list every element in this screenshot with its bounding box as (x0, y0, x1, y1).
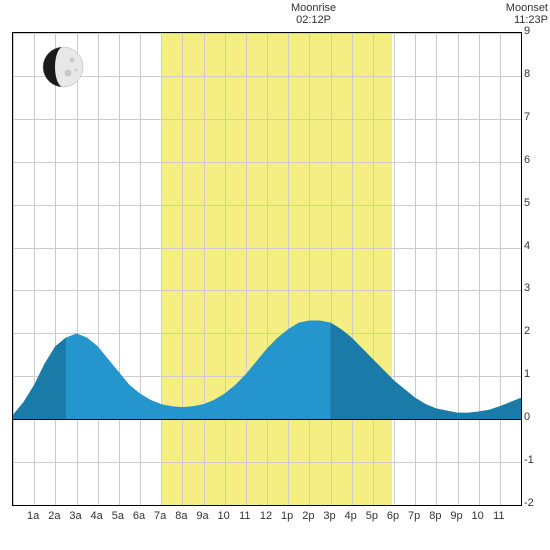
tide-chart: Moonrise 02:12P Moonset 11:23P -2-101234… (0, 0, 550, 550)
x-tick: 2a (48, 510, 60, 522)
y-tick: 6 (524, 154, 544, 166)
x-tick: 11 (239, 510, 250, 522)
x-tick: 1a (27, 510, 39, 522)
y-tick: -1 (524, 454, 544, 466)
x-tick: 4a (91, 510, 103, 522)
x-tick: 10 (472, 510, 484, 522)
moonset-label: Moonset 11:23P (506, 2, 548, 26)
x-tick: 2p (302, 510, 314, 522)
moonset-title: Moonset (506, 2, 548, 14)
x-tick: 9p (450, 510, 462, 522)
x-tick: 3p (323, 510, 335, 522)
x-tick: 9a (196, 510, 208, 522)
moonrise-label: Moonrise 02:12P (288, 2, 340, 26)
x-tick: 10 (218, 510, 230, 522)
x-tick: 8p (429, 510, 441, 522)
y-tick: 5 (524, 197, 544, 209)
plot-area (12, 32, 522, 506)
moon-phase-icon (42, 46, 84, 88)
x-tick: 8a (175, 510, 187, 522)
moonrise-time: 02:12P (288, 14, 340, 26)
x-tick: 5a (112, 510, 124, 522)
x-tick: 3a (69, 510, 81, 522)
moonrise-title: Moonrise (288, 2, 340, 14)
y-tick: 7 (524, 111, 544, 123)
y-tick: 4 (524, 240, 544, 252)
y-tick: 2 (524, 325, 544, 337)
y-tick: 0 (524, 411, 544, 423)
x-tick: 12 (260, 510, 272, 522)
x-tick: 6a (133, 510, 145, 522)
y-tick: 1 (524, 368, 544, 380)
x-tick: 7a (154, 510, 166, 522)
x-tick: 1p (281, 510, 293, 522)
y-tick: 9 (524, 25, 544, 37)
x-tick: 5p (366, 510, 378, 522)
tide-area (13, 33, 521, 505)
y-tick: 8 (524, 68, 544, 80)
x-tick: 6p (387, 510, 399, 522)
y-tick: -2 (524, 497, 544, 509)
zero-line (13, 419, 521, 420)
y-tick: 3 (524, 282, 544, 294)
x-tick: 4p (345, 510, 357, 522)
x-tick: 7p (408, 510, 420, 522)
x-tick: 11 (493, 510, 504, 522)
